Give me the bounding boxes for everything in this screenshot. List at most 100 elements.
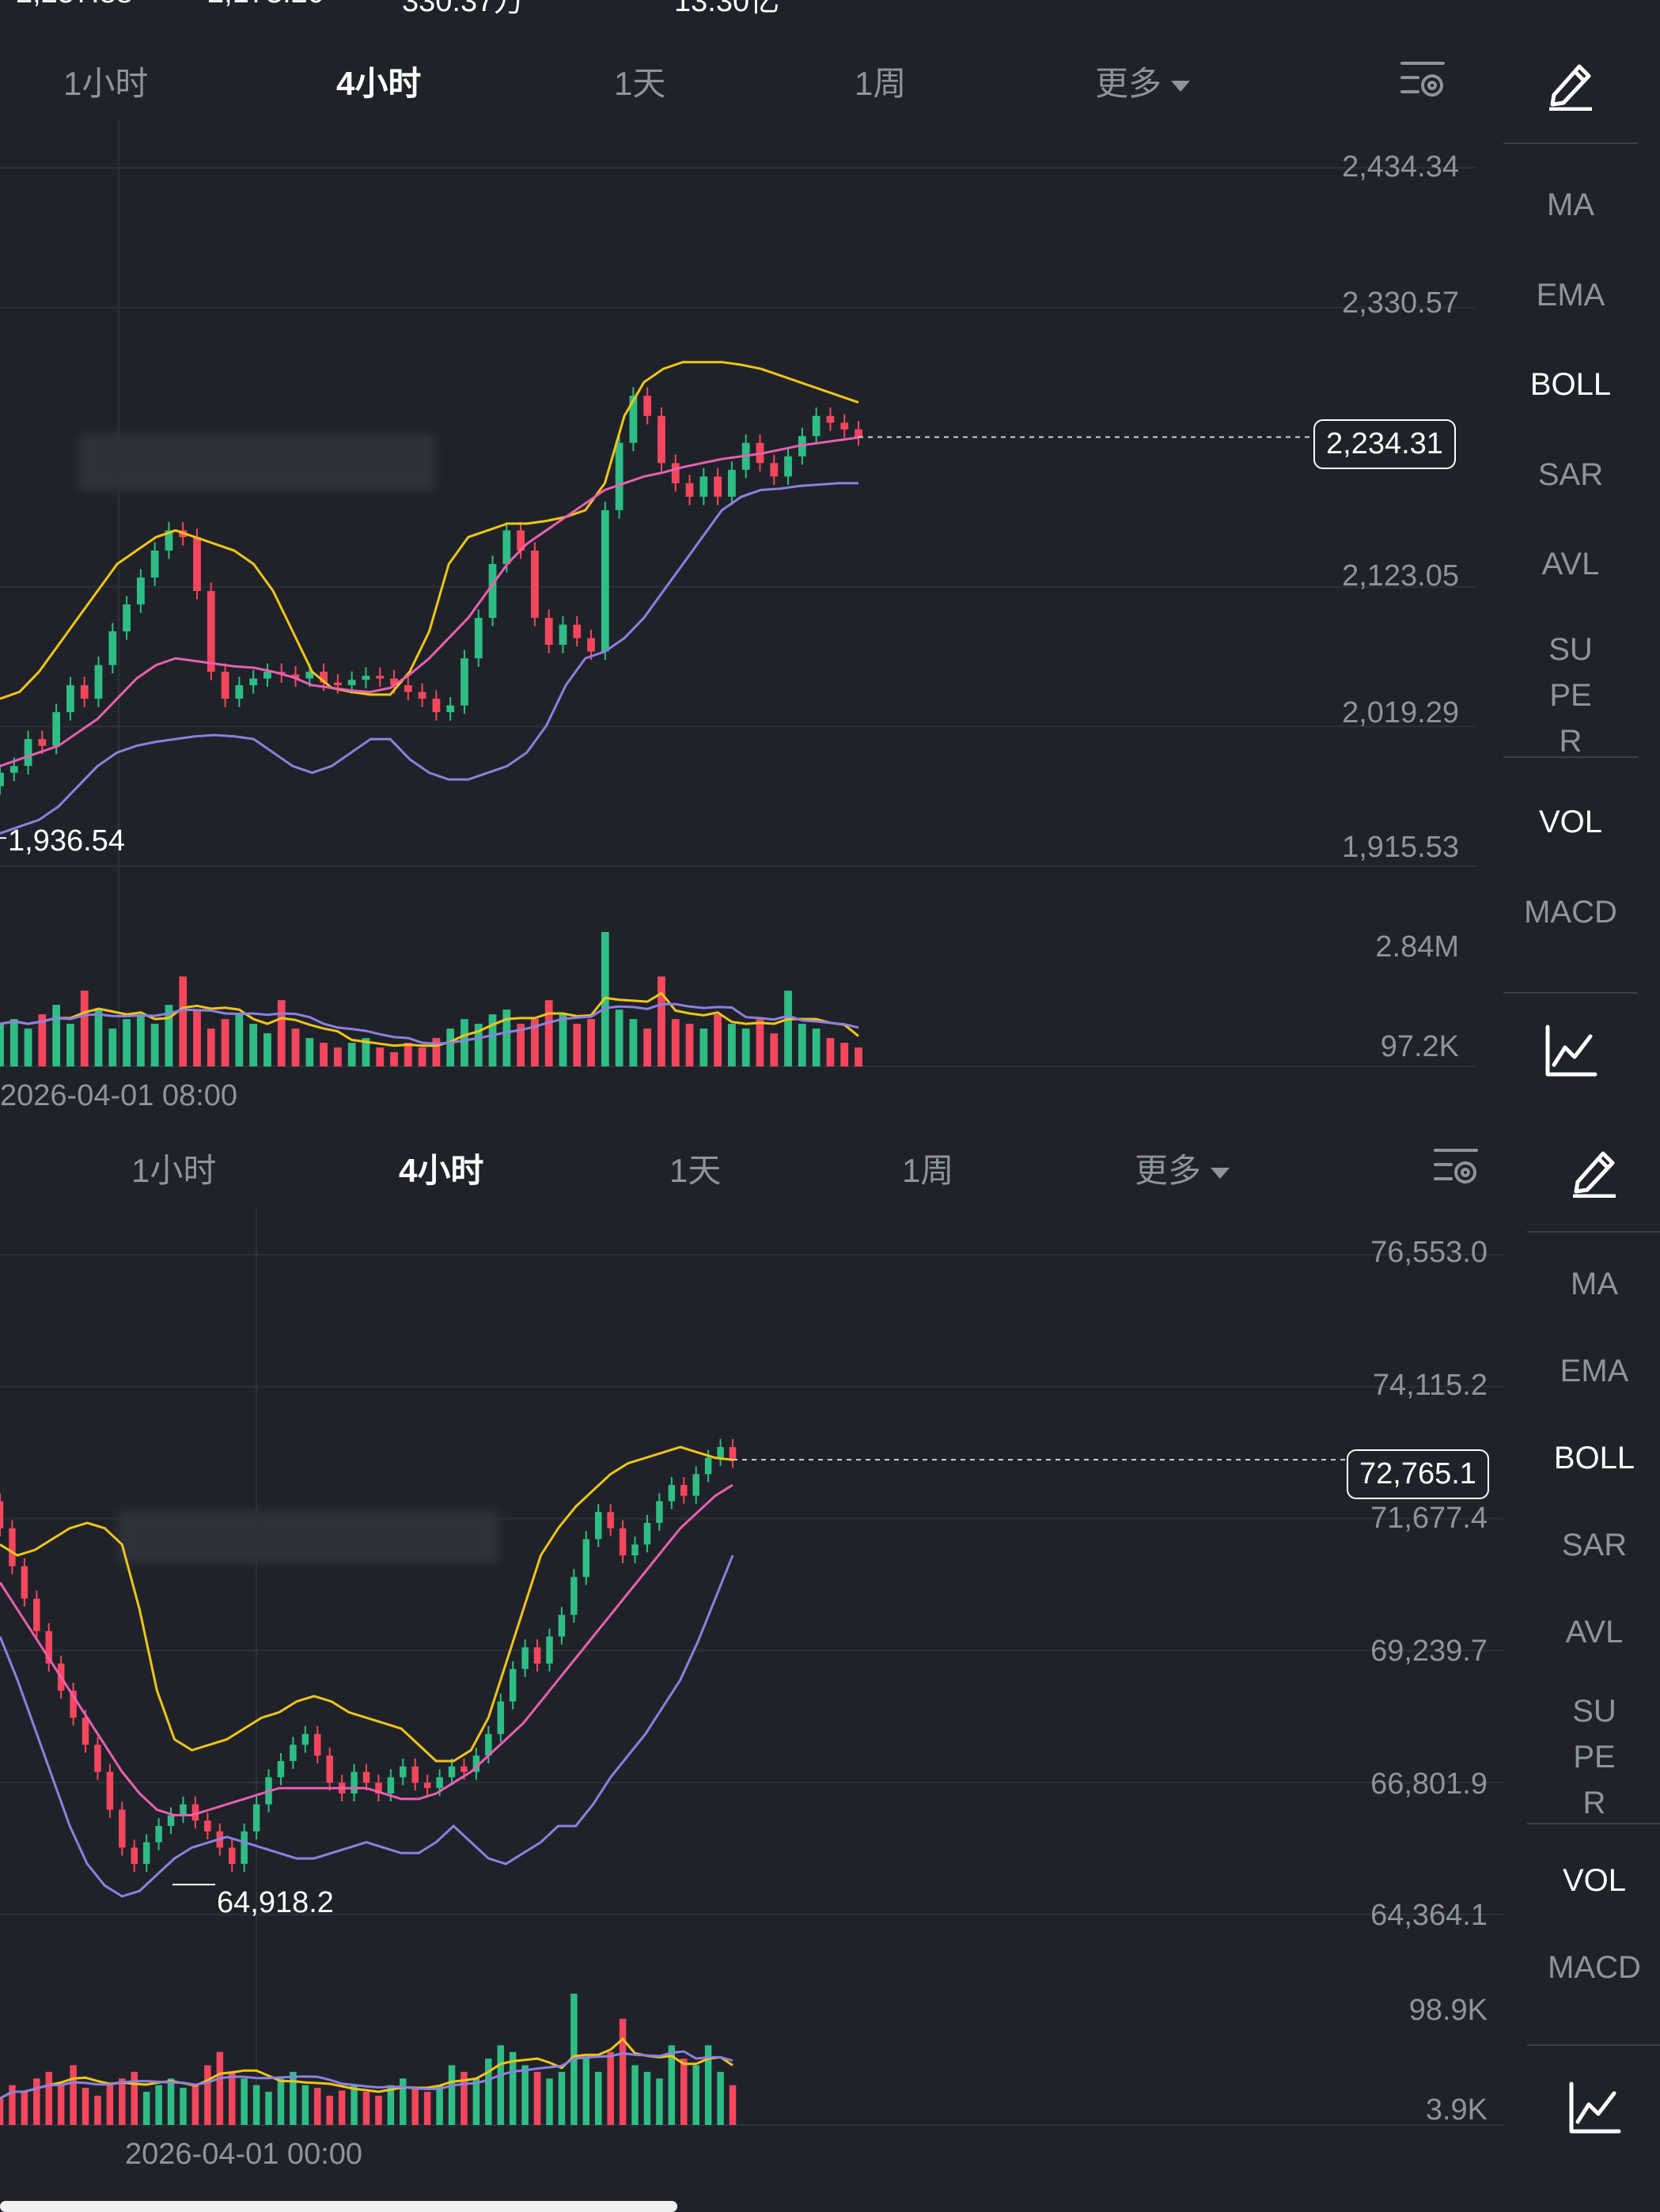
price-chart-eth[interactable] — [0, 0, 1495, 1108]
indicator-chart-icon[interactable] — [1543, 1024, 1598, 1083]
candle-body — [658, 415, 665, 464]
volume-ma-short — [0, 991, 859, 1047]
volume-axis-label: 2.84M — [1375, 930, 1459, 964]
indicator-ema[interactable]: EMA — [1536, 278, 1605, 312]
indicator-vol[interactable]: VOL — [1538, 805, 1603, 839]
indicator-boll[interactable]: BOLL — [1553, 1441, 1635, 1475]
candle-body — [24, 739, 32, 767]
candle-body — [474, 618, 483, 659]
candle-body — [320, 672, 328, 683]
pencil-icon[interactable] — [1567, 1142, 1622, 1202]
volume-bar — [631, 2065, 639, 2125]
volume-bar — [216, 2051, 224, 2125]
header-stats-strip: 2,257.88 2,173.20 330.37万 13.30亿 — [0, 0, 870, 18]
tab-4h[interactable]: 4小时 — [399, 1152, 484, 1189]
pencil-icon[interactable] — [1543, 55, 1598, 115]
sidebar-divider — [1527, 1231, 1660, 1233]
volume-bar — [52, 1005, 61, 1066]
candle-body — [376, 676, 385, 679]
candle-body — [531, 550, 539, 619]
volume-bar — [305, 1038, 314, 1066]
candle-body — [277, 1760, 285, 1778]
tab-1h[interactable]: 1小时 — [131, 1152, 217, 1189]
price-axis-label: 2,330.57 — [1342, 286, 1459, 320]
chart-panel-btc: 1小时 4小时 1天 1周 更多 76,553.0 74,115.2 71,67… — [0, 1115, 1660, 2212]
candle-body — [235, 685, 244, 699]
indicator-ma[interactable]: MA — [1547, 187, 1594, 222]
volume-bar — [387, 2085, 395, 2125]
indicator-super[interactable]: SUPER — [1548, 632, 1593, 759]
volume-bar — [502, 1009, 511, 1066]
volume-bar — [729, 2085, 737, 2125]
volume-bar — [376, 1047, 385, 1066]
current-price-tag[interactable]: 2,234.31 — [1313, 419, 1456, 469]
stat-value: 330.37万 — [402, 0, 525, 18]
tab-more[interactable]: 更多 — [1135, 1144, 1230, 1192]
volume-bar — [436, 2085, 443, 2125]
candle-body — [191, 1804, 199, 1821]
tab-more-label: 更多 — [1095, 65, 1162, 102]
candle-body — [629, 396, 638, 443]
price-chart-btc[interactable] — [0, 1115, 1503, 2207]
candle-body — [207, 590, 215, 672]
candle-body — [221, 672, 229, 699]
volume-bar — [497, 2045, 505, 2125]
x-axis-date-label: 2026-04-01 08:00 — [0, 1079, 238, 1112]
boll-mid-line — [0, 1483, 733, 1816]
candle-body — [570, 1577, 578, 1615]
candle-body — [204, 1820, 211, 1831]
tab-1w[interactable]: 1周 — [855, 65, 907, 102]
candle-body — [33, 1598, 40, 1631]
volume-bar — [855, 1047, 862, 1066]
tab-1d[interactable]: 1天 — [669, 1152, 722, 1189]
candle-body — [314, 1733, 321, 1756]
candle-body — [66, 685, 74, 713]
volume-bar — [301, 2085, 309, 2125]
candle-body — [70, 1691, 77, 1718]
current-price-tag[interactable]: 72,765.1 — [1347, 1449, 1489, 1499]
home-indicator[interactable] — [0, 2201, 677, 2212]
volume-bar — [9, 2085, 16, 2125]
chart-settings-icon[interactable] — [1432, 1146, 1480, 1194]
indicator-sar[interactable]: SAR — [1537, 457, 1604, 492]
indicator-macd[interactable]: MACD — [1548, 1950, 1641, 1985]
tab-4h[interactable]: 4小时 — [336, 65, 422, 102]
indicator-boll[interactable]: BOLL — [1529, 367, 1612, 402]
volume-bar — [333, 1047, 342, 1066]
volume-bar — [9, 1019, 18, 1066]
boll-lower-line — [0, 1555, 734, 1898]
indicator-sar[interactable]: SAR — [1561, 1528, 1628, 1562]
sidebar-divider — [1503, 992, 1638, 994]
indicator-macd[interactable]: MACD — [1524, 895, 1617, 930]
price-axis-label: 1,915.53 — [1342, 831, 1459, 864]
candle-body — [362, 1771, 370, 1783]
volume-bar — [485, 2059, 492, 2125]
volume-bar — [509, 2051, 517, 2125]
candle-body — [432, 699, 441, 713]
indicator-ma[interactable]: MA — [1571, 1267, 1618, 1301]
candle-body — [290, 1744, 297, 1761]
candle-body — [533, 1647, 541, 1664]
indicator-avl[interactable]: AVL — [1541, 547, 1600, 581]
boll-upper-line — [0, 1445, 733, 1763]
chart-settings-icon[interactable] — [1399, 59, 1446, 107]
candle-body — [685, 483, 694, 497]
indicator-avl[interactable]: AVL — [1565, 1615, 1624, 1650]
tab-1d[interactable]: 1天 — [614, 65, 666, 102]
candle-body — [301, 1733, 309, 1745]
candle-body — [106, 1771, 114, 1810]
tab-1h[interactable]: 1小时 — [63, 65, 149, 102]
tab-more[interactable]: 更多 — [1095, 57, 1191, 105]
indicator-super[interactable]: SUPER — [1572, 1694, 1616, 1820]
volume-bar — [446, 1028, 455, 1066]
indicator-ema[interactable]: EMA — [1560, 1354, 1629, 1388]
indicator-vol[interactable]: VOL — [1562, 1863, 1627, 1898]
candle-body — [108, 631, 117, 665]
volume-bar — [404, 1043, 412, 1066]
volume-bar — [812, 1028, 821, 1066]
indicator-chart-icon[interactable] — [1567, 2081, 1622, 2140]
volume-ma-long — [0, 1002, 859, 1045]
volume-bar — [418, 1047, 426, 1066]
candle-body — [326, 1756, 333, 1783]
tab-1w[interactable]: 1周 — [902, 1152, 954, 1189]
